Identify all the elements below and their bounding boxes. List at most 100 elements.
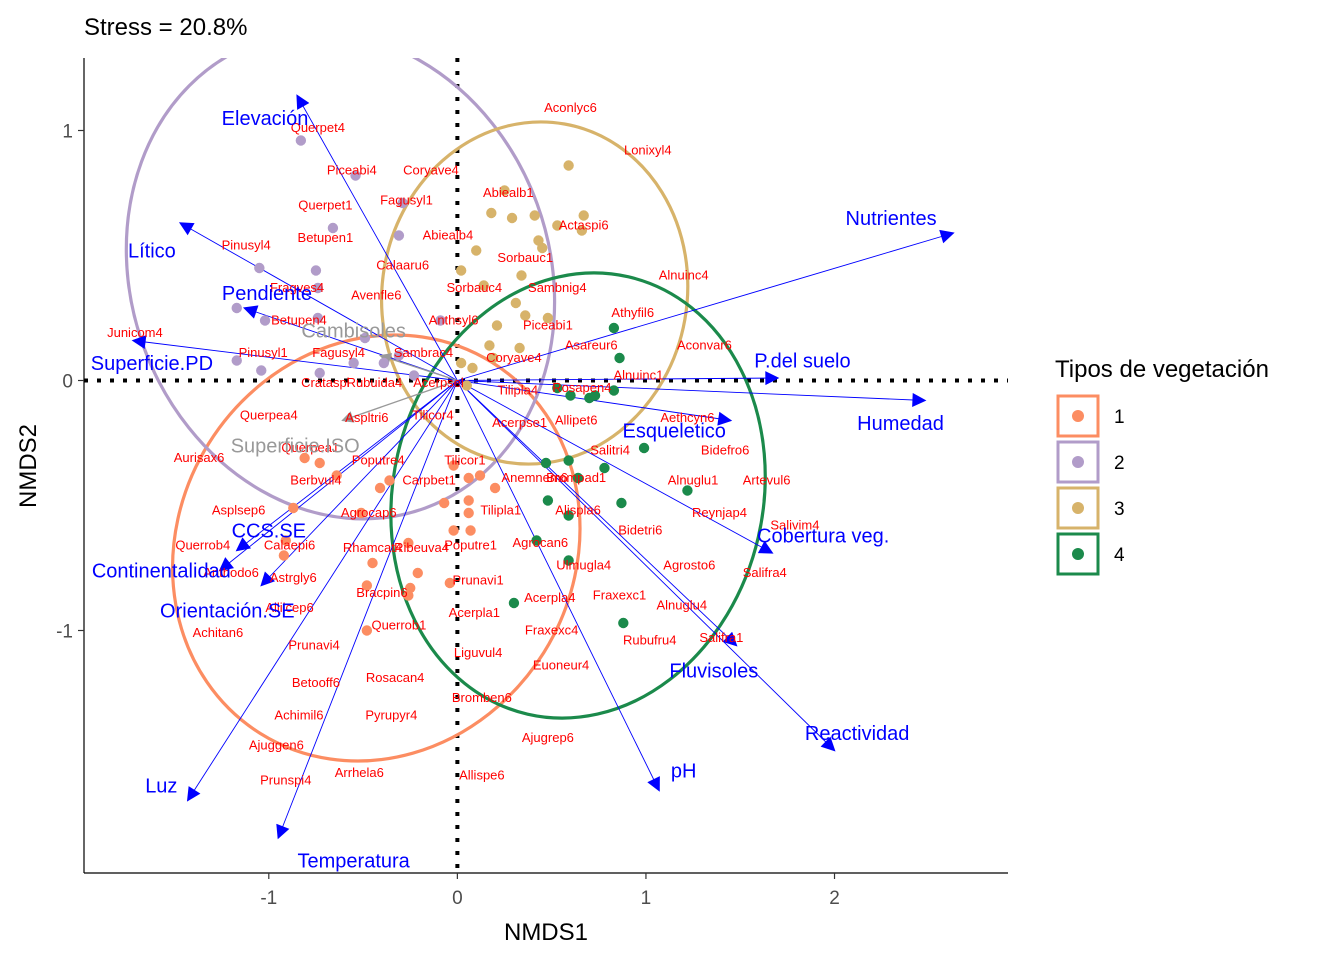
species-label: Tilipla1	[480, 503, 521, 518]
point-group-1	[367, 557, 378, 569]
factor-label: Cambisoles	[301, 321, 405, 343]
species-label: Aconvar6	[677, 338, 732, 353]
y-tick-label: 1	[62, 122, 73, 143]
species-label: Euoneur4	[533, 658, 589, 673]
species-label: Allispe6	[459, 768, 505, 783]
point-group-4	[608, 322, 620, 334]
point-group-2	[408, 370, 420, 381]
vector-arrow	[131, 335, 458, 381]
species-label: Achitan6	[193, 625, 244, 640]
point-group-3	[461, 380, 472, 391]
species-label: Fragves4	[270, 280, 324, 295]
point-group-2	[397, 197, 408, 209]
panel-content: Aconlyc6 Querpet4 Lonixyl4 Piceabi4 Coryave4…	[84, 58, 1008, 873]
species-label: Tilicor1	[444, 453, 485, 468]
point-group-1	[288, 502, 299, 514]
point-group-1	[278, 550, 290, 561]
species-label: Pyrupyr4	[365, 708, 417, 723]
species-label: Pinusyl1	[239, 345, 288, 360]
species-label: Abiealb1	[483, 185, 534, 200]
point-group-2	[350, 170, 361, 181]
point-group-2	[327, 222, 339, 234]
point-group-2	[393, 230, 405, 241]
species-label: Crataspl	[301, 375, 350, 390]
point-group-3	[578, 210, 589, 221]
vector-label: Nutrientes	[846, 208, 937, 230]
species-label: Acerpla1	[449, 605, 500, 620]
vector-label: Reactividad	[805, 723, 910, 745]
point-group-1	[489, 482, 501, 494]
species-label: Aurisax6	[174, 450, 225, 465]
species-label: Bidetri6	[618, 523, 662, 538]
species-label: Sambrac4	[394, 345, 453, 360]
y-tick-label: 0	[62, 372, 73, 393]
vector-label: Elevación	[222, 108, 309, 130]
species-label: Piceabi1	[523, 318, 573, 333]
species-label: Ribeuva4	[394, 540, 449, 555]
vector-arrow	[457, 380, 836, 752]
species-label: Abiealb4	[423, 228, 474, 243]
point-group-3	[486, 207, 497, 219]
point-group-2	[295, 135, 307, 146]
species-label: Tilicor4	[412, 408, 453, 423]
point-group-4	[618, 617, 629, 629]
species-label: Poputre1	[444, 538, 497, 553]
point-group-1	[403, 537, 414, 549]
factor-arrow	[378, 353, 458, 382]
species-label: Anthodo6	[203, 565, 259, 580]
point-group-1	[438, 497, 450, 509]
vector-label: Humedad	[857, 413, 944, 435]
y-axis-ticks: -1 0 1	[56, 122, 84, 643]
point-group-4	[508, 597, 520, 609]
vector-arrow	[457, 380, 738, 647]
x-tick-label: 2	[829, 888, 840, 909]
point-group-1	[474, 470, 486, 481]
y-axis-title: NMDS2	[15, 424, 42, 508]
vector-label: Orientación.SE	[160, 601, 295, 623]
species-label: Allilcep6	[265, 600, 313, 615]
point-group-4	[563, 555, 574, 566]
point-group-3	[576, 225, 588, 236]
species-label: Aspltri6	[345, 410, 388, 425]
species-label: Carpbet1	[402, 473, 455, 488]
species-label: Actaspi6	[559, 218, 609, 233]
species-label: Aethcyn6	[660, 410, 714, 425]
species-label: Rosapen4	[552, 380, 611, 395]
point-group-3	[514, 342, 525, 354]
species-label: Rhamcat4	[343, 540, 402, 555]
species-label: Prunspi4	[260, 773, 311, 788]
vector-arrow	[276, 380, 458, 840]
species-label: Rosacan4	[366, 670, 425, 685]
point-group-3	[484, 340, 495, 351]
point-group-4	[638, 442, 650, 454]
species-label: Betooff6	[292, 675, 340, 690]
species-label: Acerpsel	[413, 375, 464, 390]
point-group-3	[455, 357, 467, 369]
species-label: Fagusyl4	[312, 345, 365, 360]
species-label: Salifra1	[699, 630, 743, 645]
point-group-4	[589, 390, 601, 401]
species-label: Fraxexc1	[593, 588, 646, 603]
species-label: Betupen4	[271, 313, 327, 328]
vector-arrow	[235, 380, 458, 552]
point-group-2	[259, 315, 271, 326]
species-label: Poputre4	[352, 453, 405, 468]
point-group-2	[231, 302, 242, 314]
point-group-1	[361, 580, 373, 591]
species-label: Sambnig4	[528, 280, 587, 295]
point-group-2	[312, 282, 324, 294]
point-group-3	[491, 320, 503, 331]
species-label: Liguvul4	[454, 645, 502, 660]
species-label: Asplsep6	[212, 503, 265, 518]
vector-label: Superficie.PD	[91, 353, 213, 375]
species-label: Salivim4	[770, 518, 819, 533]
point-group-1	[314, 457, 325, 469]
point-group-3	[506, 212, 518, 224]
species-label: Allipet6	[555, 413, 598, 428]
point-group-1	[356, 507, 367, 519]
species-label: Brompad1	[546, 470, 606, 485]
vector-label: Luz	[145, 776, 177, 798]
vector-arrow	[457, 380, 774, 554]
vector-label: CCS.SE	[232, 521, 306, 543]
